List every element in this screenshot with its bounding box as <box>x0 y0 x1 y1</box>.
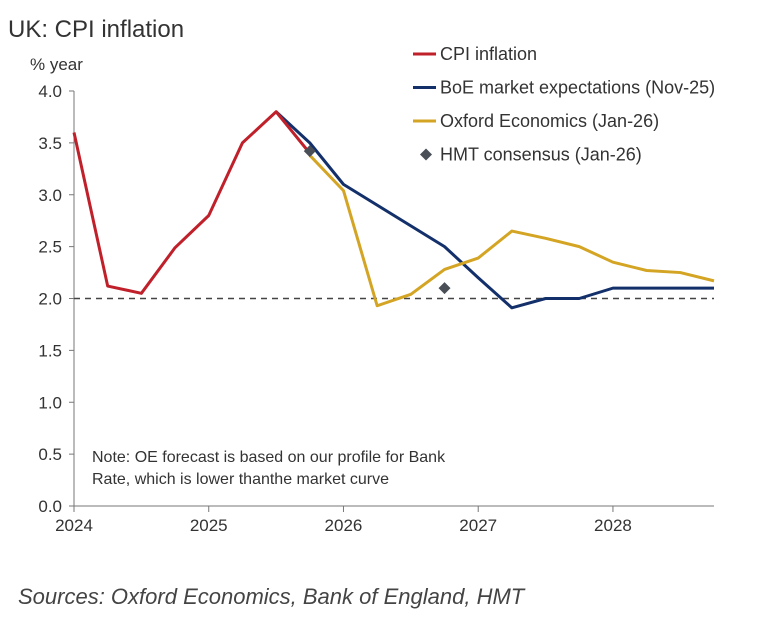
legend-label: BoE market expectations (Nov-25) <box>440 78 715 98</box>
hmt-point <box>303 145 316 158</box>
source-note: Sources: Oxford Economics, Bank of Engla… <box>18 584 525 609</box>
x-tick-label: 2024 <box>55 516 93 535</box>
annotation-note: Note: OE forecast is based on our profil… <box>92 449 446 466</box>
y-tick-label: 0.5 <box>38 445 62 464</box>
legend-label: Oxford Economics (Jan-26) <box>440 111 659 131</box>
x-tick-label: 2025 <box>190 516 228 535</box>
x-tick-label: 2026 <box>325 516 363 535</box>
hmt-point <box>438 282 451 295</box>
y-tick-label: 3.5 <box>38 134 62 153</box>
y-tick-label: 2.5 <box>38 238 62 257</box>
legend-swatch <box>420 148 432 161</box>
legend-label: HMT consensus (Jan-26) <box>440 145 642 165</box>
x-tick-label: 2028 <box>594 516 632 535</box>
y-axis-label: % year <box>30 55 83 74</box>
legend-label: CPI inflation <box>440 44 537 64</box>
series-line-0 <box>72 110 311 295</box>
series-line-2 <box>308 154 715 308</box>
y-tick-label: 2.0 <box>38 290 62 309</box>
y-tick-label: 1.5 <box>38 341 62 360</box>
annotation-note: Rate, which is lower thanthe market curv… <box>92 471 389 488</box>
y-tick-label: 4.0 <box>38 82 62 101</box>
y-tick-label: 0.0 <box>38 497 62 516</box>
y-tick-label: 1.0 <box>38 393 62 412</box>
chart-title: UK: CPI inflation <box>8 16 185 43</box>
y-tick-label: 3.0 <box>38 186 62 205</box>
x-tick-label: 2027 <box>459 516 497 535</box>
series-line-1 <box>275 110 714 310</box>
